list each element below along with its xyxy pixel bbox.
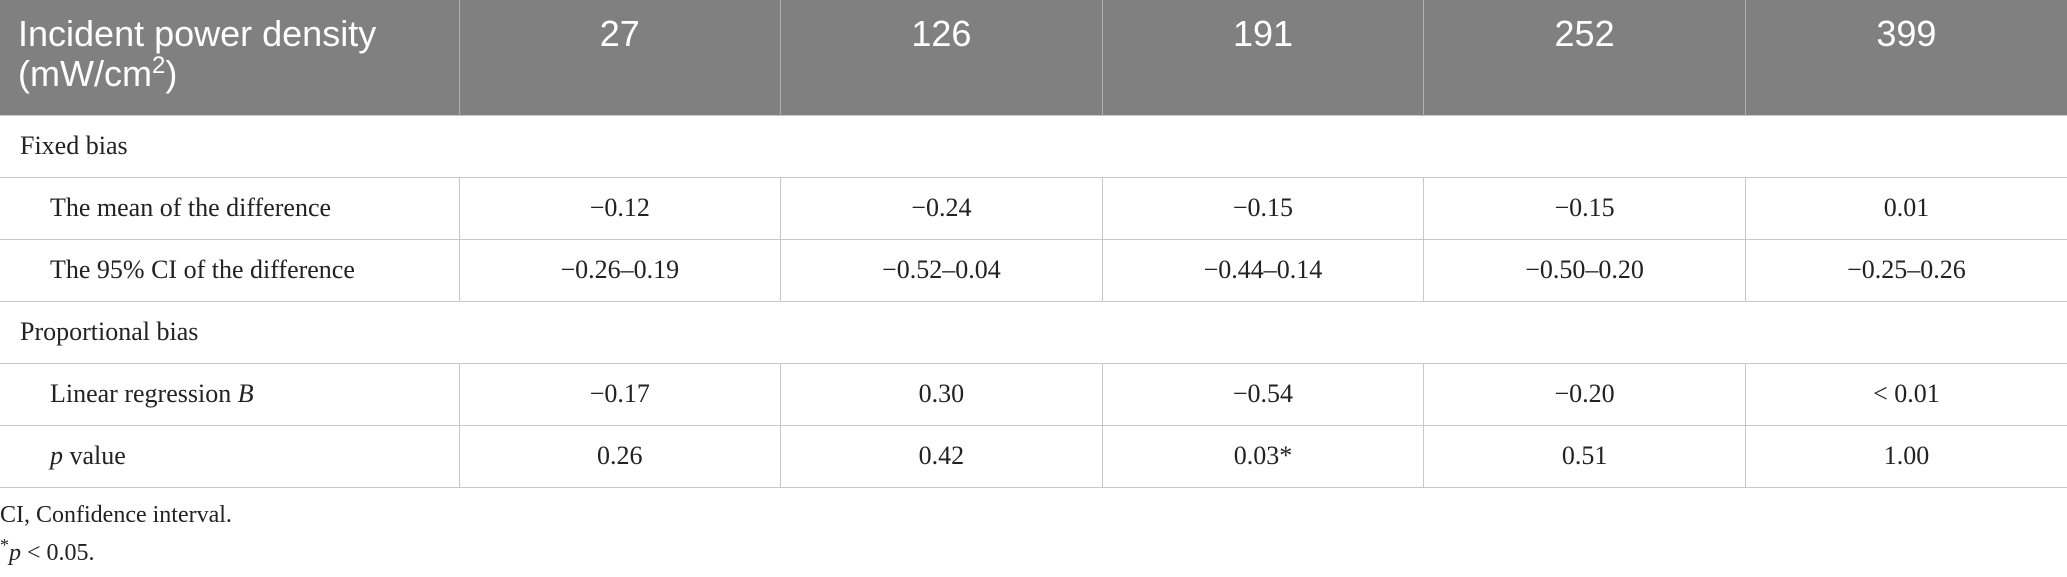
cell: −0.44–0.14 [1101,238,1425,302]
cell: < 0.01 [1744,362,2067,426]
header-row: Incident power density (mW/cm2) 27 126 191… [0,0,2067,115]
header-text: Incident power density (mW/cm [18,13,377,94]
data-row: The 95% CI of the difference −0.26–0.19 −0… [0,238,2067,302]
cell: 0.42 [780,424,1103,488]
data-row: The mean of the difference −0.12 −0.24 −0.1… [0,176,2067,240]
label-text: Linear regression [50,379,238,408]
footnote-text: CI, Confidence interval. [0,501,232,528]
header-superscript: 2 [151,52,166,79]
footnote-text: * [0,534,9,555]
data-table: Incident power density (mW/cm2) 27 126 191… [0,0,2067,488]
section-title: Proportional bias [0,300,2067,364]
header-label: Incident power density (mW/cm2) [0,0,460,115]
column-header: 252 [1423,0,1746,115]
section-title: Fixed bias [0,114,2067,178]
cell: −0.15 [1423,176,1746,240]
cell: −0.50–0.20 [1423,238,1746,302]
label-text: B [237,379,254,408]
cell: −0.20 [1423,362,1746,426]
row-label: The 95% CI of the difference [0,238,460,302]
cell: −0.17 [458,362,782,426]
footnote-text: < 0.05. [21,539,95,566]
row-label: Linear regression B [0,362,460,426]
cell: 0.26 [458,424,782,488]
label-text: p [50,441,63,470]
cell: −0.54 [1101,362,1425,426]
column-header: 191 [1102,0,1425,115]
footnote: CI, Confidence interval. [0,496,2067,534]
cell: 0.01 [1744,176,2067,240]
cell: 0.30 [780,362,1103,426]
cell: −0.52–0.04 [780,238,1103,302]
footnote: *p < 0.05. [0,534,2067,572]
footnote-text: p [9,539,21,566]
data-row: p value 0.26 0.42 0.03* 0.51 1.00 [0,424,2067,488]
cell: −0.12 [458,176,782,240]
cell: −0.24 [780,176,1103,240]
label-text: value [63,441,126,470]
data-row: Linear regression B −0.17 0.30 −0.54 −0.20 < … [0,362,2067,426]
cell: −0.15 [1101,176,1425,240]
label-text: The mean of the difference [50,193,332,222]
footnotes: CI, Confidence interval. *p < 0.05. [0,496,2067,572]
section-row: Proportional bias [0,300,2067,364]
cell: 0.51 [1423,424,1746,488]
column-header: 27 [459,0,782,115]
header-text: ) [165,53,178,94]
label-text: The 95% CI of the difference [50,255,355,284]
column-header: 126 [780,0,1103,115]
cell: 0.03* [1101,424,1425,488]
row-label: p value [0,424,460,488]
column-header: 399 [1745,0,2067,115]
cell: −0.25–0.26 [1744,238,2067,302]
section-row: Fixed bias [0,114,2067,178]
row-label: The mean of the difference [0,176,460,240]
cell: 1.00 [1744,424,2067,488]
cell: −0.26–0.19 [458,238,782,302]
